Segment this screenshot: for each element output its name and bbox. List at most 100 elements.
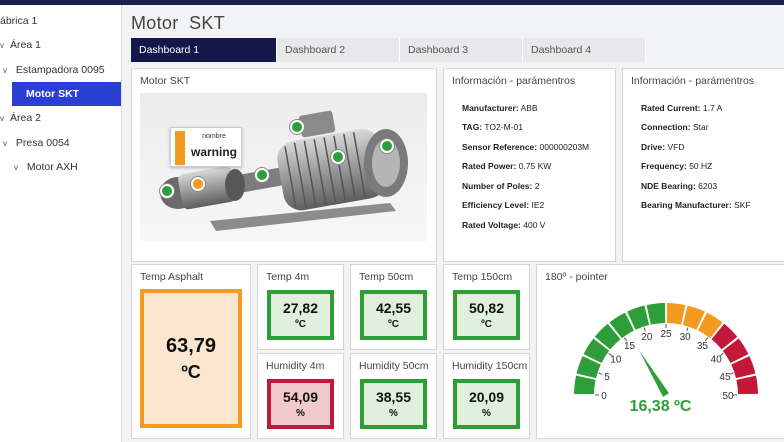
gauge-tick [643, 327, 646, 332]
tile-value: 42,55 [375, 300, 412, 316]
gauge-tick [704, 337, 709, 342]
tile-value: 38,55 [375, 389, 412, 405]
tree-item-estampadora-0095[interactable]: v Estampadora 0095 [3, 64, 105, 76]
gauge-band-segment [576, 356, 601, 379]
info-row: NDE Bearing: 6203 [641, 181, 717, 191]
tab-dashboard-1[interactable]: Dashboard 1 [131, 38, 277, 62]
tile-title: Humidity 50cm [359, 360, 429, 372]
tree-item-presa-0054[interactable]: v Presa 0054 [3, 137, 70, 149]
info-row: Rated Current: 1.7 A [641, 103, 722, 113]
info-key: Manufacturer: [462, 103, 519, 113]
gauge-tick [719, 352, 724, 357]
info-value: 6203 [698, 181, 718, 191]
humidity-150cm-value-box: 20,09 % [453, 379, 520, 429]
motor-illustration [160, 110, 408, 231]
tab-dashboard-4[interactable]: Dashboard 4 [523, 38, 646, 62]
warning-card-value: warning [190, 145, 237, 159]
info-key: TAG: [462, 122, 483, 132]
warning-card-label: nombre [202, 133, 226, 140]
tree-item-area-1[interactable]: v Área 1 [0, 39, 41, 51]
motor-panel-title: Motor SKT [140, 75, 191, 87]
info-row: Bearing Manufacturer: SKF [641, 200, 751, 210]
tree-item-label: Motor SKT [26, 88, 80, 100]
tile-unit: ºC [388, 319, 399, 330]
info-key: Bearing Manufacturer: [641, 200, 732, 210]
tree-item-label: Área 2 [10, 112, 41, 124]
chevron-down-icon[interactable]: v [14, 163, 18, 172]
gauge-tick [598, 372, 603, 375]
sensor-status-dot[interactable] [380, 139, 394, 153]
info-key: Rated Current: [641, 103, 701, 113]
tile-title: Temp 4m [266, 271, 310, 283]
humidity-50cm-value-box: 38,55 % [360, 379, 427, 429]
tree-item-label: Presa 0054 [15, 137, 70, 149]
info-value: IE2 [531, 200, 545, 210]
gauge-band-segment [736, 375, 758, 395]
temp-150cm-value-box: 50,82 ºC [453, 290, 520, 340]
chevron-down-icon[interactable]: v [3, 66, 7, 75]
tab-dashboard-3[interactable]: Dashboard 3 [400, 38, 523, 62]
temp-4m-value-box: 27,82 ºC [267, 290, 334, 340]
sensor-status-dot[interactable] [191, 177, 205, 191]
info-panel-right: Información - parámentros Rated Current:… [622, 68, 784, 262]
motor-panel: Motor SKT [131, 68, 437, 262]
gauge-band-segment [627, 305, 650, 330]
tree-item-area-2[interactable]: v Área 2 [0, 112, 41, 124]
tile-temp-asphalt: Temp Asphalt 63,79 ºC [131, 264, 251, 439]
sensor-status-dot[interactable] [290, 120, 304, 134]
chevron-down-icon[interactable]: v [0, 114, 4, 123]
chevron-down-icon[interactable]: v [0, 41, 4, 50]
sensor-status-dot[interactable] [255, 168, 269, 182]
tab-dashboard-2[interactable]: Dashboard 2 [277, 38, 400, 62]
gauge-tick-label: 15 [624, 341, 636, 352]
chevron-down-icon[interactable]: v [3, 139, 7, 148]
info-panel-title: Información - parámentros [631, 75, 755, 87]
gauge-band-segment [646, 303, 666, 325]
sensor-status-dot[interactable] [331, 150, 345, 164]
info-value: 0.75 KW [518, 161, 552, 171]
gauge-band-segment [583, 338, 610, 363]
info-key: NDE Bearing: [641, 181, 696, 191]
info-value: SKF [734, 200, 751, 210]
sidebar-tree: ábrica 1 v Área 1 v Estampadora 0095 Moto… [0, 5, 122, 442]
sensor-status-dot[interactable] [160, 184, 174, 198]
tile-unit: % [389, 408, 398, 419]
info-key: Efficiency Level: [462, 200, 530, 210]
info-key: Rated Voltage: [462, 220, 521, 230]
info-row: TAG: TO2-M-01 [462, 122, 523, 132]
info-row: Efficiency Level: IE2 [462, 200, 544, 210]
gauge-band-segment [711, 323, 738, 350]
info-key: Drive: [641, 142, 666, 152]
warning-card[interactable]: nombre warning [170, 127, 242, 167]
top-bar [0, 0, 784, 5]
tile-unit: % [482, 408, 491, 419]
gauge-band-segment [722, 338, 749, 363]
gauge-tick-label: 35 [697, 341, 709, 352]
tile-humidity-150cm: Humidity 150cm 20,09 % [443, 353, 530, 439]
gauge-band-segment [609, 312, 634, 339]
tile-title: Temp Asphalt [140, 271, 204, 283]
tree-item-fabrica-1[interactable]: ábrica 1 [0, 15, 37, 27]
gauge-panel: 180º - pointer 0 5 10 15 20 25 30 35 40 45 50 16,3… [536, 264, 784, 439]
gauge-title: 180º - pointer [545, 271, 608, 283]
gauge-band-segment [666, 303, 686, 325]
tree-item-motor-skt[interactable]: Motor SKT [12, 82, 121, 106]
info-row: Connection: Star [641, 122, 709, 132]
gauge-band-segment [731, 356, 756, 379]
tree-item-motor-axh[interactable]: v Motor AXH [14, 161, 78, 173]
humidity-4m-value-box: 54,09 % [267, 379, 334, 429]
tree-item-label: Área 1 [10, 39, 41, 51]
info-value: TO2-M-01 [484, 122, 523, 132]
gauge-band-segment [698, 312, 723, 339]
temp-asphalt-value-box: 63,79 ºC [140, 289, 242, 428]
gauge-tick-label: 20 [641, 332, 653, 343]
tile-value: 20,09 [468, 389, 505, 405]
gauge-tick-label: 10 [610, 355, 622, 366]
gauge-tick-label: 0 [601, 391, 607, 402]
info-panel-left: Información - parámentros Manufacturer: … [443, 68, 616, 262]
info-key: Connection: [641, 122, 691, 132]
gauge-tick [729, 372, 734, 375]
tree-item-label: Estampadora 0095 [15, 64, 105, 76]
info-row: Sensor Reference: 000000203M [462, 142, 589, 152]
gauge-tick-label: 25 [660, 329, 672, 340]
